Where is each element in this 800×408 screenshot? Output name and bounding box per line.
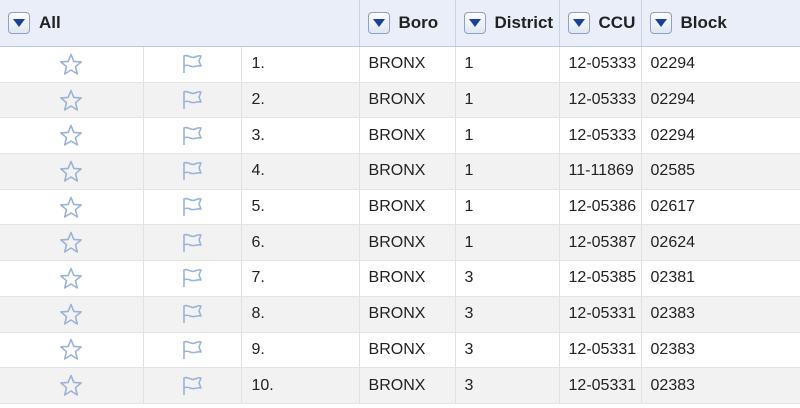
star-icon[interactable] [0,117,144,155]
cell-block: 02617 [641,189,800,226]
cell-ccu: 12-05387 [559,224,642,262]
cell-boro: BRONX [359,117,456,155]
star-icon[interactable] [0,189,144,226]
star-icon[interactable] [0,153,144,190]
star-icon[interactable] [0,367,144,404]
row-index: 9. [241,332,360,369]
cell-block: 02383 [641,332,800,369]
cell-block: 02294 [641,46,800,83]
row-index: 7. [241,260,360,297]
column-header-block[interactable]: Block [641,0,800,47]
grid-body: 1. BRONX 1 12-05333 02294 0043 City 2. B… [0,46,800,404]
dropdown-arrow-icon[interactable] [567,12,590,34]
cell-block: 02624 [641,224,800,262]
cell-boro: BRONX [359,189,456,226]
table-row: 1. BRONX 1 12-05333 02294 0043 City [0,46,800,83]
cell-block: 02381 [641,260,800,297]
cell-ccu: 12-05385 [559,260,642,297]
cell-ccu: 12-05386 [559,189,642,226]
cell-boro: BRONX [359,153,456,190]
star-icon[interactable] [0,296,144,333]
cell-district: 3 [455,332,560,369]
cell-ccu: 12-05333 [559,82,642,119]
cell-district: 1 [455,117,560,155]
row-index: 10. [241,367,360,404]
star-icon[interactable] [0,332,144,369]
table-row: 2. BRONX 1 12-05333 02294 0055 City [0,82,800,119]
cell-district: 3 [455,296,560,333]
column-header-label: All [39,13,61,32]
header-row: All Boro District CCU Block Lot OwnerTyp… [0,0,800,47]
star-icon[interactable] [0,260,144,297]
flag-icon[interactable] [143,46,242,83]
row-index: 4. [241,153,360,190]
cell-district: 1 [455,82,560,119]
cell-block: 02294 [641,117,800,155]
cell-boro: BRONX [359,367,456,404]
flag-icon[interactable] [143,153,242,190]
cell-district: 3 [455,260,560,297]
cell-district: 1 [455,46,560,83]
table-row: 9. BRONX 3 12-05331 02383 0037 City [0,332,800,369]
column-header-boro[interactable]: Boro [359,0,456,47]
table-row: 4. BRONX 1 11-11869 02585 0019 Private [0,153,800,190]
column-header-label: CCU [598,13,636,32]
star-icon[interactable] [0,82,144,119]
cell-district: 3 [455,367,560,404]
table-row: 8. BRONX 3 12-05331 02383 0035 City [0,296,800,333]
cell-ccu: 12-05333 [559,46,642,83]
column-header-district[interactable]: District [455,0,560,47]
cell-boro: BRONX [359,46,456,83]
cell-district: 1 [455,224,560,262]
dropdown-arrow-icon[interactable] [649,12,672,34]
dropdown-arrow-icon[interactable] [8,12,30,34]
cell-block: 02585 [641,153,800,190]
cell-ccu: 12-05331 [559,296,642,333]
flag-icon[interactable] [143,224,242,262]
cell-ccu: 11-11869 [559,153,642,190]
flag-icon[interactable] [143,367,242,404]
table-row: 5. BRONX 1 12-05386 02617 0020 City [0,189,800,226]
table-row: 7. BRONX 3 12-05385 02381 0043 City [0,260,800,297]
row-index: 3. [241,117,360,155]
table-row: 3. BRONX 1 12-05333 02294 0059 City [0,117,800,155]
column-header-all[interactable]: All [0,0,360,47]
dropdown-arrow-icon[interactable] [463,12,486,34]
cell-boro: BRONX [359,296,456,333]
cell-boro: BRONX [359,224,456,262]
cell-block: 02383 [641,367,800,404]
cell-district: 1 [455,153,560,190]
flag-icon[interactable] [143,260,242,297]
cell-block: 02294 [641,82,800,119]
cell-ccu: 12-05331 [559,332,642,369]
column-header-ccu[interactable]: CCU [559,0,642,47]
row-index: 5. [241,189,360,226]
row-index: 2. [241,82,360,119]
column-header-label: Block [680,13,727,32]
cell-boro: BRONX [359,82,456,119]
cell-boro: BRONX [359,332,456,369]
flag-icon[interactable] [143,296,242,333]
table-row: 10. BRONX 3 12-05331 02383 0039 City [0,367,800,404]
table-row: 6. BRONX 1 12-05387 02624 0073 City [0,224,800,262]
row-index: 1. [241,46,360,83]
cell-ccu: 12-05331 [559,367,642,404]
cell-ccu: 12-05333 [559,117,642,155]
flag-icon[interactable] [143,82,242,119]
flag-icon[interactable] [143,117,242,155]
cell-boro: BRONX [359,260,456,297]
flag-icon[interactable] [143,189,242,226]
column-header-label: Boro [398,13,439,32]
row-index: 6. [241,224,360,262]
flag-icon[interactable] [143,332,242,369]
column-header-label: District [494,13,554,32]
star-icon[interactable] [0,224,144,262]
cell-district: 1 [455,189,560,226]
row-index: 8. [241,296,360,333]
cell-block: 02383 [641,296,800,333]
star-icon[interactable] [0,46,144,83]
dropdown-arrow-icon[interactable] [367,12,390,34]
